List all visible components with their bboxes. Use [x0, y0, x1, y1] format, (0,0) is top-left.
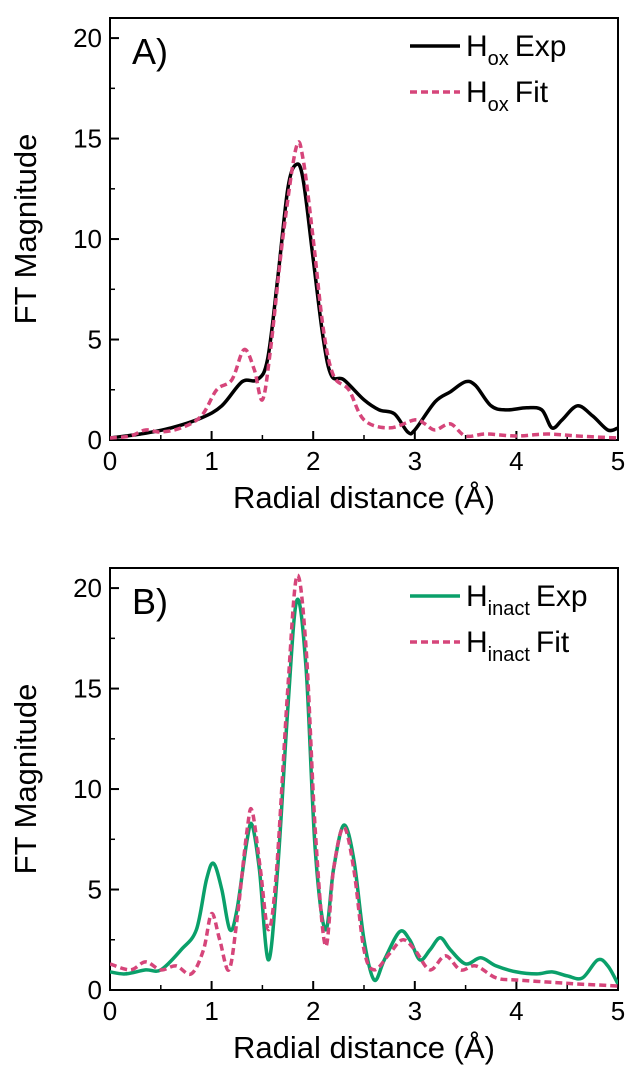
- y-axis-label: FT Magnitude: [8, 684, 43, 875]
- x-tick-label: 5: [611, 446, 625, 476]
- x-tick-label: 3: [408, 996, 422, 1026]
- x-tick-label: 0: [103, 446, 117, 476]
- y-tick-label: 20: [73, 573, 102, 603]
- x-axis-label: Radial distance (Å): [233, 480, 495, 515]
- y-tick-label: 15: [73, 674, 102, 704]
- x-tick-label: 1: [204, 996, 218, 1026]
- x-tick-label: 5: [611, 996, 625, 1026]
- panel-label: A): [132, 31, 168, 72]
- y-tick-label: 10: [73, 774, 102, 804]
- panel-b-chart: 0 1 2 3 4 5 0 5 10 15 20 Radial distance (Å) FT Magn…: [8, 567, 625, 1065]
- y-tick-label: 0: [88, 425, 102, 455]
- series-line-exp: [110, 162, 618, 440]
- legend-entry: Hox Exp: [466, 30, 567, 70]
- x-tick-label: 2: [306, 446, 320, 476]
- x-tick-label: 2: [306, 996, 320, 1026]
- y-tick-label: 10: [73, 224, 102, 254]
- series-line-fit: [110, 140, 618, 440]
- y-tick-label: 20: [73, 23, 102, 53]
- x-axis-label: Radial distance (Å): [233, 1030, 495, 1065]
- y-tick-label: 15: [73, 124, 102, 154]
- y-tick-label: 5: [88, 325, 102, 355]
- x-tick-label: 0: [103, 996, 117, 1026]
- x-tick-label: 3: [408, 446, 422, 476]
- x-tick-label: 4: [509, 446, 523, 476]
- legend-entry: Hox Fit: [466, 76, 549, 116]
- x-tick-label: 4: [509, 996, 523, 1026]
- legend-entry: Hinact Fit: [466, 626, 570, 666]
- panel-a-chart: 0 1 2 3 4 5 0 5 10 15 20 Radial distance (Å) FT Magn…: [8, 17, 625, 515]
- series-line-fit: [110, 573, 618, 988]
- legend-entry: Hinact Exp: [466, 580, 588, 620]
- x-tick-label: 1: [204, 446, 218, 476]
- y-tick-label: 0: [88, 975, 102, 1005]
- y-axis-label: FT Magnitude: [8, 134, 43, 325]
- y-tick-label: 5: [88, 875, 102, 905]
- panel-label: B): [132, 581, 168, 622]
